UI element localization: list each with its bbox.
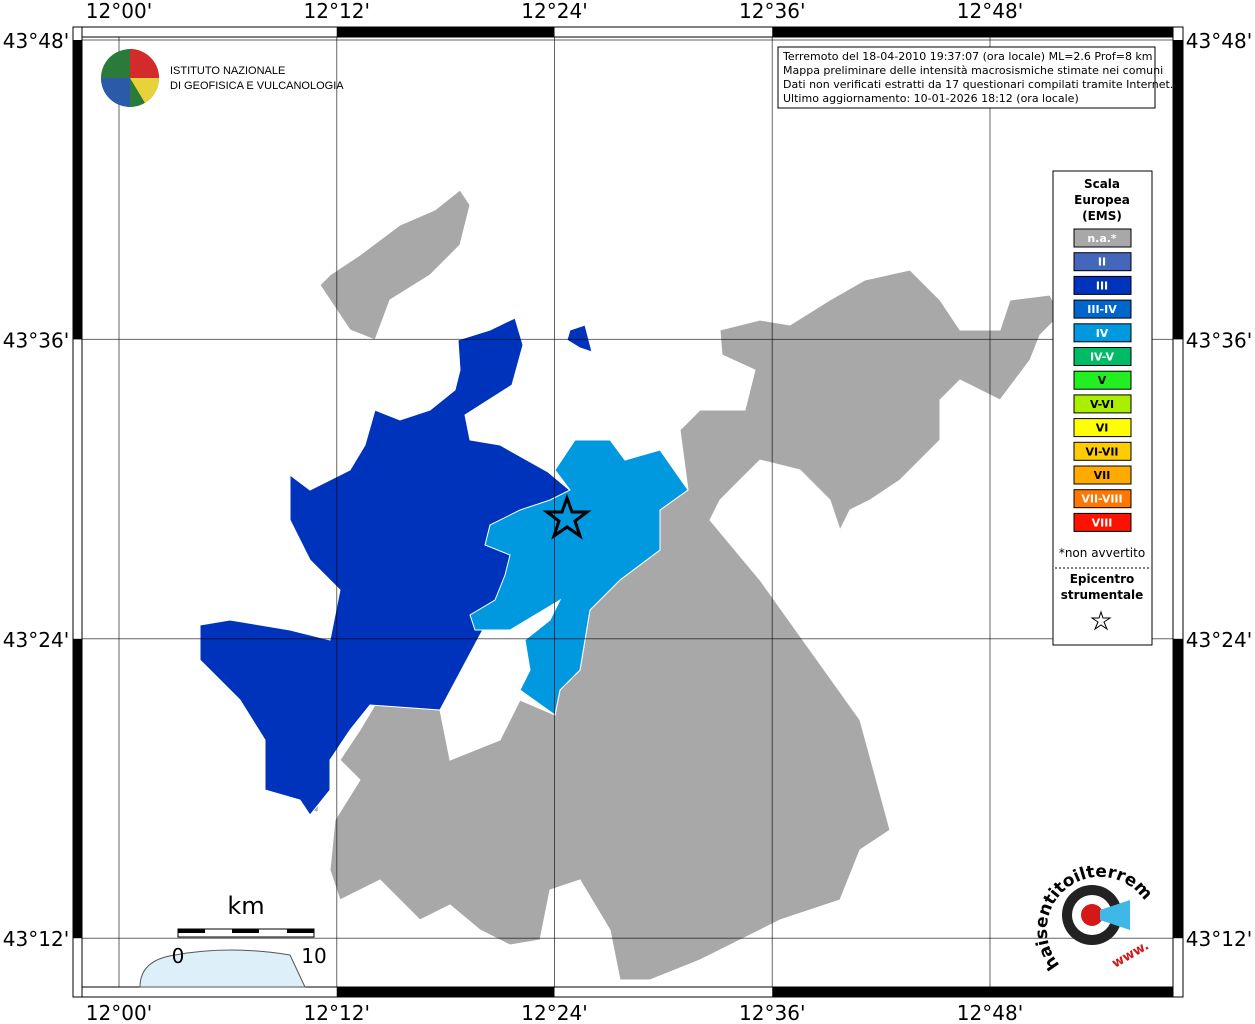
x-label: 12°00' [86,1001,152,1024]
x-label: 12°12' [304,0,370,23]
border-seg [990,27,1173,37]
badge-wave [1100,900,1130,930]
y-label: 43°12' [3,927,69,951]
legend-label: II [1098,256,1106,269]
y-label: 43°48' [3,29,69,53]
y-label: 43°24' [3,628,69,652]
legend-label: IV-V [1090,351,1115,364]
legend-label: n.a.* [1087,232,1117,245]
legend-swatch [1073,323,1132,343]
legend-label: IV [1096,327,1109,340]
border-seg [772,27,990,37]
x-label: 12°36' [739,1001,805,1024]
x-label: 12°24' [521,1001,587,1024]
legend: ScalaEuropea(EMS)n.a.*IIIIIIII-IVIVIV-VV… [1055,177,1150,631]
info-line: Ultimo aggiornamento: 10-01-2026 18:12 (… [783,92,1079,105]
x-label: 12°24' [521,0,587,23]
logo-text: DI GEOFISICA E VULCANOLOGIA [170,80,344,92]
logo-text: ISTITUTO NAZIONALE [170,65,285,77]
info-line: Dati non verificati estratti da 17 quest… [783,78,1173,91]
logo-globe-part [130,78,160,103]
border-seg [336,27,555,37]
y-label: 43°24' [1186,628,1252,652]
legend-label: V [1098,374,1107,387]
info-box [777,46,1156,109]
border-band [72,26,83,998]
border-seg [336,987,555,997]
legend-swatch [1073,465,1132,485]
legend-title: Scala [1084,177,1120,191]
legend-swatch [1073,512,1132,532]
scale-bar-seg [287,929,314,933]
info-line: Mappa preliminare delle intensità macros… [783,64,1163,77]
sea [139,949,306,988]
x-label: 12°48' [957,0,1023,23]
legend-epicenter: Epicentro [1070,572,1135,586]
region-iii [199,317,573,816]
region-na [319,189,471,341]
badge-dot [1081,904,1103,926]
scale-bar-seg [178,929,205,933]
x-label: 12°48' [957,1001,1023,1024]
border-seg [990,987,1173,997]
scale-label: 0 [172,944,185,968]
legend-title: Europea [1074,193,1130,207]
x-label: 12°36' [739,0,805,23]
x-label: 12°12' [304,1001,370,1024]
region-iii [566,324,593,353]
legend-swatch [1073,347,1132,366]
scale-label: 10 [301,944,326,968]
frame-border [72,26,1184,998]
border-seg [1173,638,1183,939]
legend-label: VIII [1092,516,1113,529]
axis-labels: 12°00' 12°00' 12°12' 12°12' 12°24' 12°24' 12°3… [3,0,1252,1024]
legend-note: *non avvertito [1059,546,1145,560]
legend-label: VI [1096,422,1109,435]
y-label: 43°48' [1186,29,1252,53]
legend-star [1090,610,1112,631]
info-line: Terremoto del 18-04-2010 19:37:07 (ora l… [782,50,1153,63]
legend-label: VI-VII [1085,445,1118,458]
legend-epicenter: strumentale [1061,588,1144,602]
info-lines: Terremoto del 18-04-2010 19:37:07 (ora l… [782,50,1173,105]
border-band [1172,26,1184,998]
legend-swatch [1073,441,1132,461]
border-seg [772,987,990,997]
region-iv [469,439,689,716]
legend-swatch [1073,489,1132,509]
grid [82,37,1173,987]
y-label: 43°36' [3,328,69,352]
legend-swatch [1073,252,1132,272]
legend-swatch [1073,228,1132,248]
legend-label: III-IV [1087,303,1117,316]
border-seg [73,638,82,939]
legend-title: (EMS) [1082,209,1122,223]
scale-unit: km [227,892,264,920]
legend-swatch [1073,418,1132,438]
legend-swatch [1073,394,1132,414]
legend-label: III [1096,279,1108,292]
legend-label: V-VI [1090,398,1114,411]
legend-swatch [1073,275,1132,295]
logo-globe-part [101,78,130,107]
x-label: 12°00' [86,0,152,23]
logo-globe-part [130,49,159,78]
legend-label: VII [1094,469,1111,482]
legend-swatch [1073,299,1132,319]
legend-swatch [1073,370,1132,390]
epicenter-star [542,493,592,540]
y-label: 43°12' [1186,927,1252,951]
border-seg [1173,40,1183,340]
scale-bar-seg [232,929,259,933]
legend-label: VII-VIII [1081,493,1122,506]
border-seg [73,40,82,340]
y-label: 43°36' [1186,328,1252,352]
